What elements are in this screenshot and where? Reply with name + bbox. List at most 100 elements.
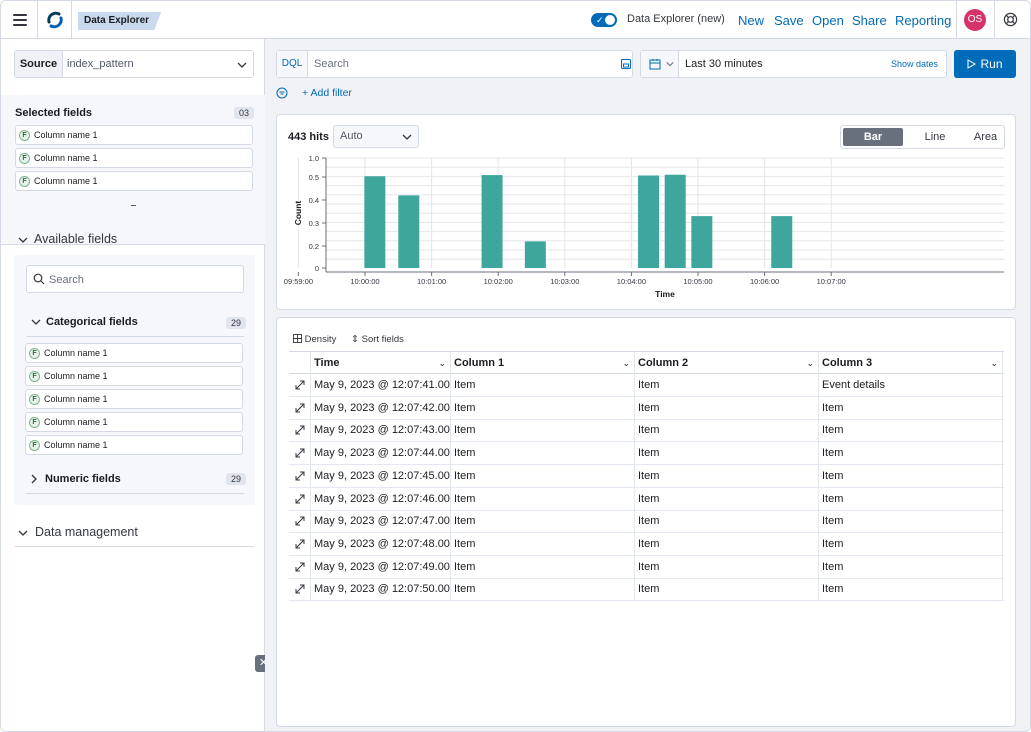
add-filter-button[interactable]: + Add filter <box>302 87 352 99</box>
table-row[interactable]: May 9, 2023 @ 12:07:47.000 Item Item Item <box>289 510 1004 534</box>
categorical-field-item[interactable]: F Column name 1 <box>25 366 243 386</box>
expand-icon[interactable] <box>294 515 306 527</box>
categorical-field-item[interactable]: F Column name 1 <box>25 389 243 409</box>
numeric-fields-title[interactable]: Numeric fields <box>45 473 121 485</box>
table-row[interactable]: May 9, 2023 @ 12:07:43.000 Item Item Item <box>289 419 1004 443</box>
close-icon: ✕ <box>258 657 269 669</box>
resize-handle[interactable] <box>131 205 136 206</box>
expand-row-cell[interactable] <box>289 555 311 578</box>
expand-row-cell[interactable] <box>289 532 311 555</box>
categorical-field-item[interactable]: F Column name 1 <box>25 435 243 455</box>
expand-row-cell[interactable] <box>289 464 311 487</box>
help-lifebuoy-icon[interactable] <box>1003 12 1018 27</box>
expand-row-cell[interactable] <box>289 442 311 465</box>
column-header-column-2[interactable]: Column 2 ⌄ <box>635 352 819 374</box>
field-search-input[interactable]: Search <box>26 265 244 293</box>
expand-column-header <box>289 352 311 374</box>
column-header-time[interactable]: Time ⌄ <box>311 352 451 374</box>
show-dates-link[interactable]: Show dates <box>890 59 938 69</box>
query-input[interactable]: Search <box>314 58 349 70</box>
date-range-value[interactable]: Last 30 minutes <box>685 58 763 70</box>
expand-icon[interactable] <box>294 538 306 550</box>
selected-field-item[interactable]: F Column name 1 <box>15 148 253 168</box>
menu-icon[interactable] <box>13 14 27 26</box>
chevron-down-icon[interactable]: ⌄ <box>622 358 630 368</box>
chart-type-line[interactable]: Line <box>924 131 946 143</box>
table-cell: Item <box>819 464 1003 487</box>
table-cell: Item <box>451 419 635 442</box>
chevron-down-icon[interactable]: ⌄ <box>806 358 814 368</box>
interval-select[interactable]: Auto <box>333 125 419 148</box>
share-link[interactable]: Share <box>852 13 887 28</box>
chevron-down-icon[interactable]: ⌄ <box>438 358 446 368</box>
save-link[interactable]: Save <box>774 13 804 28</box>
run-button[interactable]: Run <box>954 50 1016 78</box>
table-row[interactable]: May 9, 2023 @ 12:07:50.000 Item Item Item <box>289 578 1004 602</box>
new-link[interactable]: New <box>738 13 765 28</box>
table-row[interactable]: May 9, 2023 @ 12:07:49.000 Item Item Item <box>289 555 1004 579</box>
opensearch-logo-icon[interactable] <box>46 11 64 29</box>
new-explorer-toggle[interactable]: ✓ <box>591 13 617 27</box>
column-header-label: Column 1 <box>454 357 505 369</box>
expand-icon[interactable] <box>294 561 306 573</box>
expand-row-cell[interactable] <box>289 419 311 442</box>
filter-options-icon[interactable] <box>276 87 288 99</box>
chevron-down-icon[interactable] <box>31 317 41 327</box>
expand-icon[interactable] <box>294 424 306 436</box>
chevron-right-icon[interactable] <box>29 474 39 484</box>
table-cell: Item <box>635 396 819 419</box>
open-link[interactable]: Open <box>812 13 844 28</box>
chart-type-bar[interactable]: Bar <box>843 128 903 146</box>
table-row[interactable]: May 9, 2023 @ 12:07:42.000 Item Item Item <box>289 396 1004 420</box>
source-selector[interactable]: Source index_pattern <box>14 50 254 78</box>
expand-row-cell[interactable] <box>289 510 311 533</box>
table-cell: May 9, 2023 @ 12:07:49.000 <box>311 555 451 578</box>
table-row[interactable]: May 9, 2023 @ 12:07:44.000 Item Item Item <box>289 442 1004 466</box>
save-query-icon[interactable] <box>620 58 632 70</box>
chevron-down-icon[interactable]: ⌄ <box>990 358 998 368</box>
density-button[interactable]: Density <box>293 334 336 345</box>
source-value: index_pattern <box>67 58 134 70</box>
reporting-link[interactable]: Reporting <box>895 13 952 28</box>
categorical-field-item[interactable]: F Column name 1 <box>25 412 243 432</box>
expand-icon[interactable] <box>294 447 306 459</box>
categorical-field-item[interactable]: F Column name 1 <box>25 343 243 363</box>
data-management-title[interactable]: Data management <box>35 525 138 539</box>
column-header-column-1[interactable]: Column 1 ⌄ <box>451 352 635 374</box>
table-row[interactable]: May 9, 2023 @ 12:07:48.000 Item Item Item <box>289 532 1004 556</box>
expand-icon[interactable] <box>294 379 306 391</box>
query-bar[interactable]: DQL Search <box>276 50 633 78</box>
main-content: DQL Search Last 30 minutes Show dates Ru… <box>265 39 1030 731</box>
available-fields-title[interactable]: Available fields <box>34 232 118 246</box>
expand-row-cell[interactable] <box>289 374 311 396</box>
table-row[interactable]: May 9, 2023 @ 12:07:45.000 Item Item Item <box>289 464 1004 488</box>
field-name: Column name 1 <box>44 371 108 381</box>
expand-icon[interactable] <box>294 493 306 505</box>
date-picker[interactable]: Last 30 minutes Show dates <box>640 50 947 78</box>
query-language-button[interactable]: DQL <box>277 51 308 77</box>
expand-icon[interactable] <box>294 583 306 595</box>
sort-fields-button[interactable]: ⇕ Sort fields <box>351 334 404 345</box>
chevron-down-icon[interactable] <box>18 528 28 538</box>
table-cell: Event details <box>819 374 1003 396</box>
expand-icon[interactable] <box>294 470 306 482</box>
expand-row-cell[interactable] <box>289 487 311 510</box>
expand-icon[interactable] <box>294 402 306 414</box>
categorical-fields-title[interactable]: Categorical fields <box>46 316 138 328</box>
column-header-column-3[interactable]: Column 3 ⌄ <box>819 352 1003 374</box>
user-avatar[interactable]: OS <box>964 9 986 31</box>
table-row[interactable]: May 9, 2023 @ 12:07:41.000 Item Item Event … <box>289 374 1004 397</box>
selected-field-item[interactable]: F Column name 1 <box>15 125 253 145</box>
chevron-down-icon[interactable] <box>18 235 28 245</box>
breadcrumb-data-explorer[interactable]: Data Explorer <box>78 12 162 30</box>
histogram-bar <box>481 175 503 268</box>
table-row[interactable]: May 9, 2023 @ 12:07:46.000 Item Item Item <box>289 487 1004 511</box>
header-divider <box>994 1 995 39</box>
field-name: Column name 1 <box>44 394 108 404</box>
chart-type-area[interactable]: Area <box>973 131 998 143</box>
table-cell: Item <box>819 578 1003 601</box>
selected-field-item[interactable]: F Column name 1 <box>15 171 253 191</box>
expand-row-cell[interactable] <box>289 578 311 601</box>
expand-row-cell[interactable] <box>289 396 311 419</box>
quick-date-button[interactable] <box>641 51 679 77</box>
